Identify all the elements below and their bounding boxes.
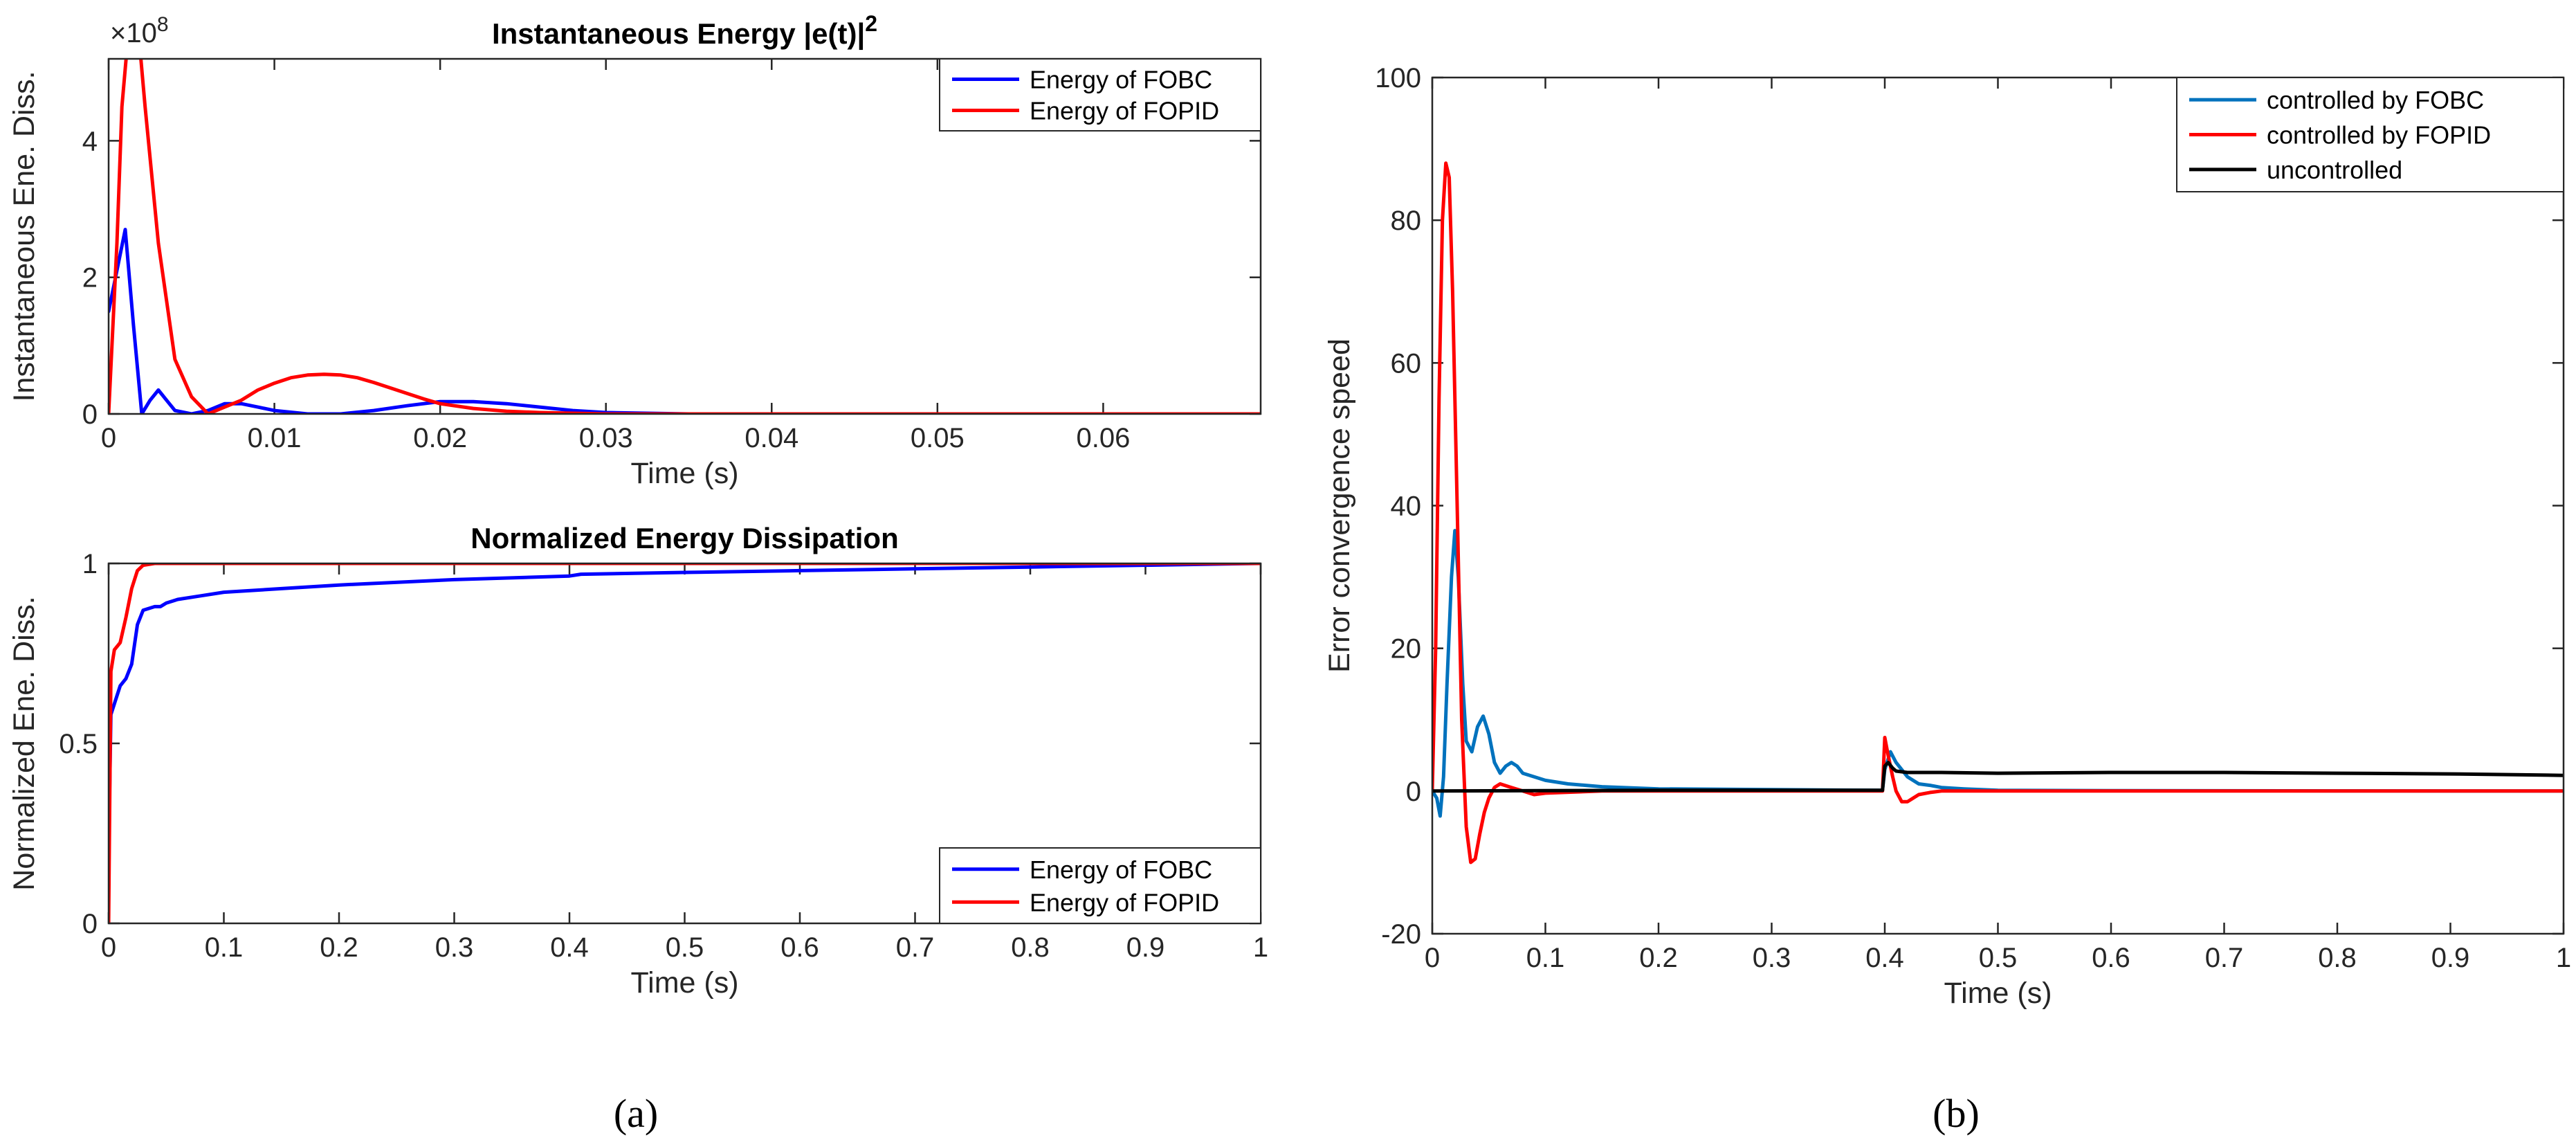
x-tick-label-b: 0.1 <box>1526 943 1565 973</box>
title-superscript: 2 <box>865 11 877 36</box>
legend-label-a2-0: Energy of FOBC <box>1030 856 1212 884</box>
x-tick-label-b: 0.7 <box>2205 943 2244 973</box>
legend-box-a2 <box>939 847 1261 924</box>
series-line-b-2 <box>1432 761 2564 793</box>
y-tick-label-a2: 0 <box>82 909 98 939</box>
x-axis-label-a2: Time (s) <box>630 966 738 999</box>
series-line-b-1 <box>1432 161 2564 865</box>
x-axis-label-a1: Time (s) <box>630 457 738 490</box>
x-tick-label-a1: 0.04 <box>745 423 798 453</box>
y-tick-label-a1: 0 <box>82 399 98 430</box>
x-tick-label-b: 0.5 <box>1979 943 2018 973</box>
x-tick-label-b: 0.2 <box>1639 943 1678 973</box>
x-tick-label-b: 0.4 <box>1865 943 1904 973</box>
x-tick-label-a1: 0.05 <box>911 423 965 453</box>
legend-label-b-1: controlled by FOPID <box>2267 121 2491 150</box>
x-tick-label-a1: 0.02 <box>413 423 467 453</box>
x-tick-label-b: 0.3 <box>1753 943 1791 973</box>
y-tick-label-a2: 0.5 <box>59 729 98 759</box>
caption-b: (b) <box>1933 1091 1980 1136</box>
x-tick-label-a2: 0.5 <box>666 932 704 963</box>
legend-label-a2-1: Energy of FOPID <box>1030 888 1219 916</box>
x-tick-label-a2: 0.8 <box>1011 932 1050 963</box>
y-tick-label-b: 80 <box>1391 206 1422 236</box>
y-tick-label-b: 100 <box>1375 63 1421 93</box>
legend-label-b-0: controlled by FOBC <box>2267 86 2484 114</box>
x-tick-label-a1: 0.01 <box>248 423 302 453</box>
x-tick-label-b: 0 <box>1425 943 1440 973</box>
legend-box-a1 <box>939 58 1261 132</box>
caption-a: (a) <box>614 1091 658 1136</box>
series-line-a2-1 <box>109 563 1261 923</box>
y-tick-label-a2: 1 <box>82 549 98 579</box>
x-tick-label-b: 0.6 <box>2092 943 2130 973</box>
y-tick-label-b: 60 <box>1391 348 1422 379</box>
y-axis-label-a2: Normalized Ene. Diss. <box>8 596 41 890</box>
axes-frame-b <box>1431 76 2565 935</box>
x-tick-label-b: 1 <box>2556 943 2571 973</box>
x-tick-label-a2: 0.3 <box>435 932 474 963</box>
x-axis-label-b: Time (s) <box>1944 977 2052 1010</box>
x-tick-label-a2: 0.2 <box>320 932 358 963</box>
series-line-a2-0 <box>109 563 1261 853</box>
axes-frame-a2 <box>107 562 1262 925</box>
y-tick-label-a1: 2 <box>82 263 98 293</box>
y-tick-label-a1: 4 <box>82 126 98 156</box>
x-tick-label-a2: 0.4 <box>550 932 589 963</box>
axes-frame-a1 <box>107 57 1262 415</box>
x-tick-label-b: 0.9 <box>2431 943 2470 973</box>
x-tick-label-a2: 0.6 <box>780 932 819 963</box>
x-tick-label-a2: 1 <box>1253 932 1268 963</box>
chart-title-a2: Normalized Energy Dissipation <box>471 522 898 554</box>
y-multiplier-exponent: 8 <box>157 13 169 36</box>
y-tick-label-b: 40 <box>1391 491 1422 522</box>
x-tick-label-a2: 0.7 <box>896 932 935 963</box>
x-tick-label-a1: 0.03 <box>579 423 633 453</box>
y-tick-label-b: 20 <box>1391 634 1422 664</box>
x-tick-label-a2: 0 <box>101 932 116 963</box>
legend-label-b-2: uncontrolled <box>2267 156 2402 184</box>
x-tick-label-a2: 0.9 <box>1126 932 1165 963</box>
chart-title-a1: Instantaneous Energy |e(t)|2 <box>492 11 877 51</box>
y-multiplier-a1: ×108 <box>110 13 169 48</box>
x-tick-label-a1: 0.06 <box>1076 423 1130 453</box>
y-tick-label-b: 0 <box>1406 777 1421 807</box>
series-line-b-0 <box>1432 529 2564 818</box>
legend-label-a1-1: Energy of FOPID <box>1030 97 1219 125</box>
legend-label-a1-0: Energy of FOBC <box>1030 66 1212 94</box>
x-tick-label-a1: 0 <box>101 423 116 453</box>
y-axis-label-a1: Instantaneous Ene. Diss. <box>8 71 41 401</box>
x-tick-label-b: 0.8 <box>2318 943 2357 973</box>
x-tick-label-a2: 0.1 <box>205 932 244 963</box>
plot-area-b <box>1432 78 2564 934</box>
y-axis-label-b: Error convergence speed <box>1323 338 1356 673</box>
y-tick-label-b: -20 <box>1381 919 1421 950</box>
